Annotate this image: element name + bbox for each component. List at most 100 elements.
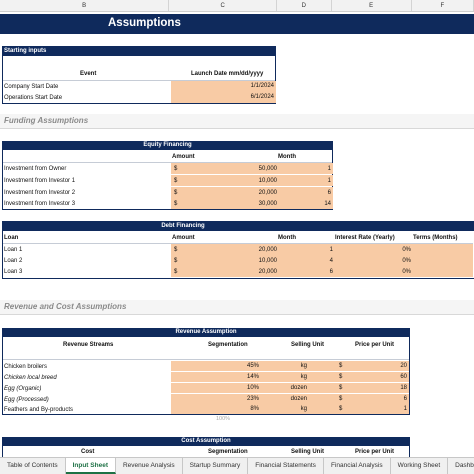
price-cell[interactable]: 60 — [400, 374, 407, 380]
equity-row-fill — [171, 187, 333, 198]
divider — [3, 359, 409, 360]
title-banner: Assumptions — [0, 14, 474, 34]
segmentation-total: 100% — [216, 416, 231, 422]
revenue-row-fill — [171, 383, 409, 393]
revenue-assumption-title: Revenue Assumption — [175, 329, 237, 335]
currency-symbol: $ — [174, 247, 178, 253]
currency-symbol: $ — [339, 385, 343, 391]
event-col-header: Event — [80, 71, 97, 77]
interest-rate-cell[interactable]: 0% — [402, 247, 411, 253]
revenue-assumption-table: Revenue Streams Segmentation Selling Uni… — [2, 337, 410, 415]
selling-unit-cell[interactable]: kg — [300, 363, 307, 369]
divider — [3, 80, 275, 81]
currency-symbol: $ — [339, 363, 343, 369]
cost-assumption-title: Cost Assumption — [181, 438, 231, 444]
tab-revenue-analysis[interactable]: Revenue Analysis — [116, 458, 183, 474]
funding-section-title: Funding Assumptions — [4, 116, 89, 125]
tab-financial-statements[interactable]: Financial Statements — [248, 458, 324, 474]
segmentation-cell[interactable]: 23% — [246, 396, 259, 402]
equity-month-cell[interactable]: 6 — [327, 190, 331, 196]
cost-price-header: Price per Unit — [355, 449, 395, 455]
interest-rate-cell[interactable]: 0% — [402, 269, 411, 275]
revenue-row-fill — [171, 361, 409, 371]
interest-rate-header: Interest Rate (Yearly) — [335, 235, 395, 241]
revenue-stream-name: Egg (Processed) — [4, 397, 49, 403]
currency-symbol: $ — [339, 374, 343, 380]
debt-amount-cell[interactable]: 20,000 — [258, 269, 277, 275]
selling-unit-cell[interactable]: kg — [300, 406, 307, 412]
currency-symbol: $ — [174, 178, 178, 184]
currency-symbol: $ — [339, 406, 343, 412]
segmentation-cell[interactable]: 8% — [250, 406, 259, 412]
equity-row-fill — [171, 163, 333, 174]
tab-input-sheet[interactable]: Input Sheet — [65, 458, 116, 474]
segmentation-header: Segmentation — [208, 342, 248, 348]
equity-amount-cell[interactable]: 30,000 — [258, 201, 277, 207]
revenue-streams-header: Revenue Streams — [63, 342, 114, 348]
tab-startup-summary[interactable]: Startup Summary — [183, 458, 249, 474]
price-cell[interactable]: 18 — [400, 385, 407, 391]
tab-working-sheet[interactable]: Working Sheet — [391, 458, 449, 474]
interest-rate-cell[interactable]: 0% — [402, 258, 411, 264]
selling-unit-cell[interactable]: dozen — [290, 396, 307, 402]
equity-row-name: Investment from Investor 3 — [4, 201, 76, 207]
segmentation-cell[interactable]: 45% — [246, 363, 259, 369]
equity-row-fill — [171, 175, 333, 186]
revenue-row-fill — [171, 394, 409, 404]
cost-assumption-header: Cost Assumption — [2, 437, 410, 446]
cost-selling-unit-header: Selling Unit — [291, 449, 324, 455]
tab-dashboard[interactable]: Dashboard — [448, 458, 474, 474]
tab-financial-analysis[interactable]: Financial Analysis — [324, 458, 391, 474]
equity-row-name: Investment from Owner — [4, 166, 67, 172]
cost-segmentation-header: Segmentation — [208, 449, 248, 455]
divider — [3, 162, 332, 163]
cost-assumption-table: Cost Segmentation Selling Unit Price per… — [2, 446, 410, 457]
column-header-b[interactable]: B — [0, 0, 170, 11]
column-header-d[interactable]: D — [277, 0, 332, 11]
selling-unit-header: Selling Unit — [291, 342, 324, 348]
equity-amount-header: Amount — [172, 154, 195, 160]
equity-financing-title: Equity Financing — [143, 142, 192, 148]
revenue-stream-name: Egg (Organic) — [4, 386, 42, 392]
debt-amount-header: Amount — [172, 235, 195, 241]
revcost-section-title: Revenue and Cost Assumptions — [4, 302, 127, 311]
equity-financing-header: Equity Financing — [2, 141, 333, 150]
event-operations-start: Operations Start Date — [4, 95, 63, 101]
operations-start-date-cell[interactable]: 6/1/2024 — [171, 92, 276, 103]
currency-symbol: $ — [174, 258, 178, 264]
debt-month-cell[interactable]: 4 — [329, 258, 333, 264]
equity-amount-cell[interactable]: 10,000 — [258, 178, 277, 184]
segmentation-cell[interactable]: 10% — [246, 385, 259, 391]
debt-row-fill — [171, 244, 473, 255]
column-header-f[interactable]: F — [412, 0, 474, 11]
price-per-unit-header: Price per Unit — [355, 342, 395, 348]
currency-symbol: $ — [174, 166, 178, 172]
funding-section-band: Funding Assumptions — [0, 114, 474, 129]
equity-amount-cell[interactable]: 20,000 — [258, 190, 277, 196]
equity-month-header: Month — [278, 154, 296, 160]
equity-row-name: Investment from Investor 1 — [4, 178, 76, 184]
debt-amount-cell[interactable]: 10,000 — [258, 258, 277, 264]
debt-month-cell[interactable]: 6 — [329, 269, 333, 275]
equity-amount-cell[interactable]: 50,000 — [258, 166, 277, 172]
equity-financing-table: Amount Month Investment from Owner $ 50,… — [2, 150, 333, 210]
loan-name: Loan 1 — [4, 247, 23, 253]
tab-table-of-contents[interactable]: Table of Contents — [0, 458, 66, 474]
price-cell[interactable]: 20 — [400, 363, 407, 369]
selling-unit-cell[interactable]: dozen — [290, 385, 307, 391]
starting-inputs-title: Starting inputs — [4, 48, 47, 54]
column-header-c[interactable]: C — [169, 0, 278, 11]
equity-month-cell[interactable]: 1 — [327, 178, 331, 184]
debt-amount-cell[interactable]: 20,000 — [258, 247, 277, 253]
debt-financing-table: Loan Amount Month Interest Rate (Yearly)… — [2, 231, 474, 279]
equity-month-cell[interactable]: 14 — [324, 201, 331, 207]
selling-unit-cell[interactable]: kg — [300, 374, 307, 380]
company-start-date-cell[interactable]: 1/1/2024 — [171, 81, 276, 92]
column-header-e[interactable]: E — [332, 0, 412, 11]
price-cell[interactable]: 1 — [403, 406, 407, 412]
debt-row-fill — [171, 255, 473, 266]
price-cell[interactable]: 6 — [403, 396, 407, 402]
equity-month-cell[interactable]: 1 — [327, 166, 331, 172]
debt-month-cell[interactable]: 1 — [329, 247, 333, 253]
segmentation-cell[interactable]: 14% — [246, 374, 259, 380]
